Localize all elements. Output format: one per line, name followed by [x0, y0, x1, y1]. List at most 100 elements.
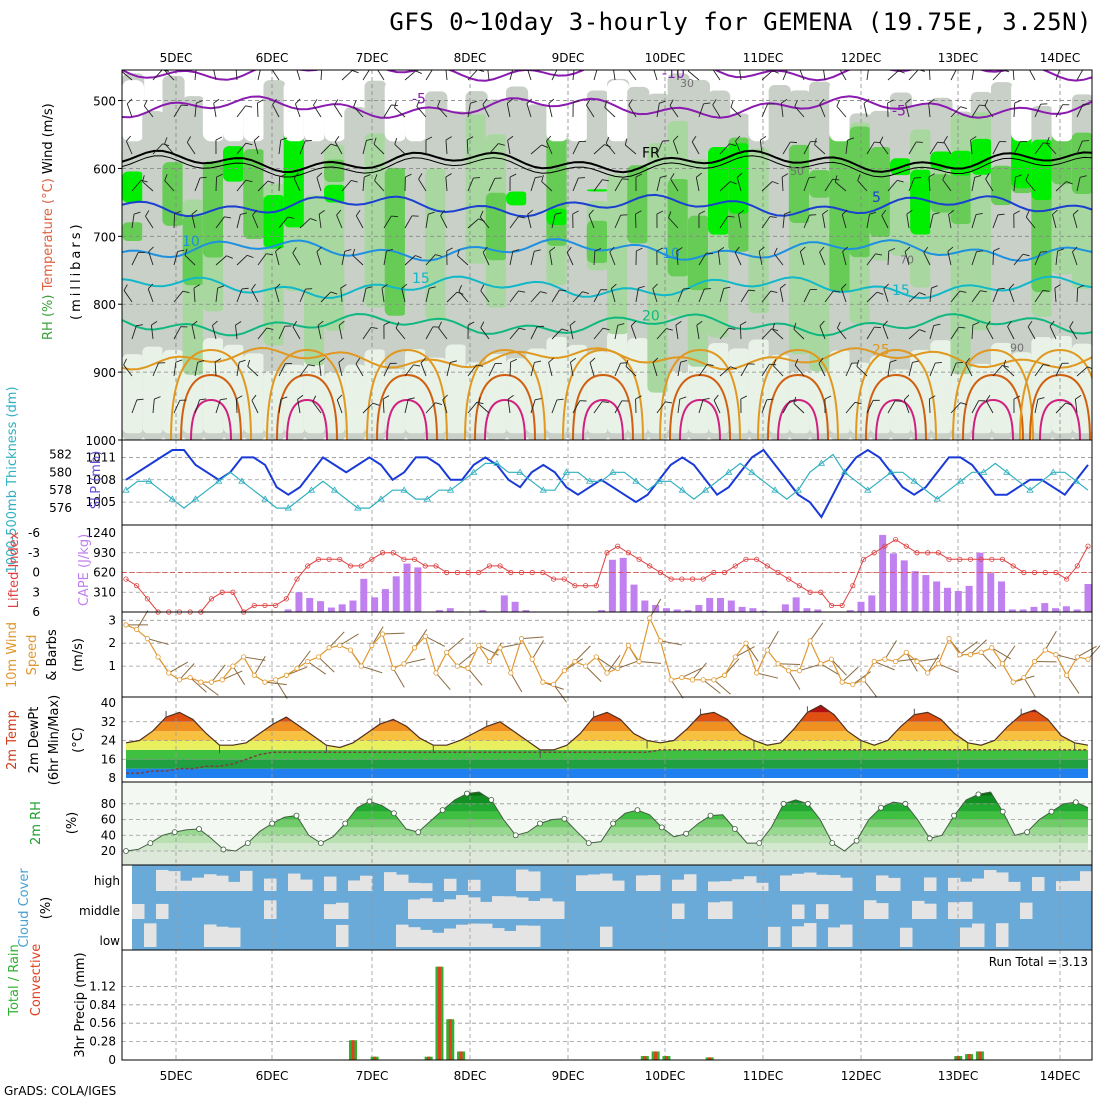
barb-flag [978, 400, 986, 402]
barb-shaft [235, 70, 238, 81]
rh-marker [439, 807, 446, 813]
barb-shaft [904, 251, 910, 266]
barb-flag [340, 284, 347, 289]
barb-shaft [404, 255, 416, 266]
wind-barb [866, 399, 880, 414]
li-marker [347, 563, 354, 569]
barb-flag [636, 247, 643, 252]
barb-shaft [908, 70, 919, 81]
wind-barb [352, 248, 364, 266]
barb-shaft [971, 251, 977, 266]
barb-flag [842, 246, 848, 252]
barb-shaft [698, 364, 708, 377]
date-label-bottom: 13DEC [938, 1069, 978, 1083]
barb-shaft [929, 288, 932, 303]
barb-flag [856, 359, 860, 367]
barb-flag [793, 396, 797, 404]
thickness-marker [423, 495, 432, 502]
wind-barb [593, 179, 609, 192]
wind-barb-10m [831, 658, 847, 676]
wind-speed-marker [1085, 656, 1091, 662]
barb-flag [702, 398, 710, 401]
barb-flag [1013, 395, 1021, 400]
cape-bar [976, 552, 984, 612]
wind-barb [318, 209, 325, 229]
temp-contour-line [122, 149, 1092, 174]
wind-barb [950, 326, 966, 340]
barb-shaft [1055, 402, 1067, 414]
wind-barb [292, 321, 301, 340]
thickness-ytick: 578 [49, 483, 72, 497]
rh-marker [902, 800, 909, 807]
barb-shaft [656, 328, 667, 340]
barb-flag [338, 357, 345, 363]
barb-flag [507, 394, 514, 400]
barb-flag [548, 98, 555, 104]
temp-contour-warm [865, 373, 927, 440]
wind-barb [887, 179, 904, 192]
barb-shaft [992, 70, 1003, 81]
wind-barb [278, 363, 293, 377]
barb-shaft [676, 251, 679, 266]
li-marker [732, 563, 738, 569]
cloud-cell [876, 903, 889, 919]
rh-shade-cell [788, 371, 812, 434]
thickness-marker [585, 477, 594, 484]
wind-barb [1007, 320, 1015, 340]
wind-barb [527, 209, 534, 229]
wind-barb [373, 137, 385, 155]
rh-shade-cell [485, 192, 508, 261]
barb-shaft [908, 362, 913, 377]
barb-flag [1040, 251, 1048, 253]
barb-shaft [908, 141, 917, 155]
barb-flag [313, 99, 318, 106]
thickness-marker [261, 495, 269, 502]
barb-flag [401, 283, 408, 289]
wind-barb [719, 181, 737, 192]
barb-shaft [362, 288, 367, 303]
wind-speed-marker [860, 677, 867, 683]
barb-flag [668, 211, 672, 218]
li-ytick: 6 [32, 605, 40, 619]
barb-flag [958, 326, 966, 329]
barb-flag [569, 320, 576, 326]
barb-flag [698, 210, 706, 215]
wind-barb [605, 136, 616, 155]
barb-flag [772, 181, 779, 185]
barb-shaft [416, 106, 427, 118]
barb-shaft [236, 105, 246, 118]
barb-shaft [148, 251, 154, 266]
barb-shaft [761, 363, 770, 377]
contour-label: 10 [662, 246, 680, 262]
li-marker [828, 602, 835, 609]
cloud-cell [840, 924, 853, 947]
barb-shaft [635, 213, 637, 229]
li-marker [540, 569, 546, 576]
wind-speed-marker [518, 636, 525, 642]
precip-frame [121, 949, 1093, 1061]
wind-barb [445, 136, 452, 155]
wind-barb [236, 142, 253, 155]
wind-barb [698, 102, 711, 118]
wind-barb [530, 291, 547, 303]
wind-speed-marker [155, 654, 161, 660]
cloud-cell [960, 901, 973, 919]
barb-flag [947, 246, 954, 252]
thickness-marker [748, 468, 756, 475]
barb-shaft [186, 142, 196, 155]
cloud-cell [792, 873, 805, 891]
barb-shaft [887, 180, 898, 192]
barb-flag [635, 210, 642, 215]
wind-barb [698, 210, 706, 229]
wind-speed-marker [1031, 658, 1038, 665]
barb-flag [1072, 209, 1079, 215]
barb-flag [193, 284, 200, 289]
rh-marker [975, 791, 982, 798]
slp-line [125, 448, 1089, 519]
wind-barb [275, 246, 281, 266]
barb-flag [199, 176, 207, 179]
wind-speed-marker [700, 677, 706, 683]
barb-flag [997, 213, 1005, 216]
barb-flag [602, 401, 609, 404]
wind-barb [551, 70, 559, 81]
